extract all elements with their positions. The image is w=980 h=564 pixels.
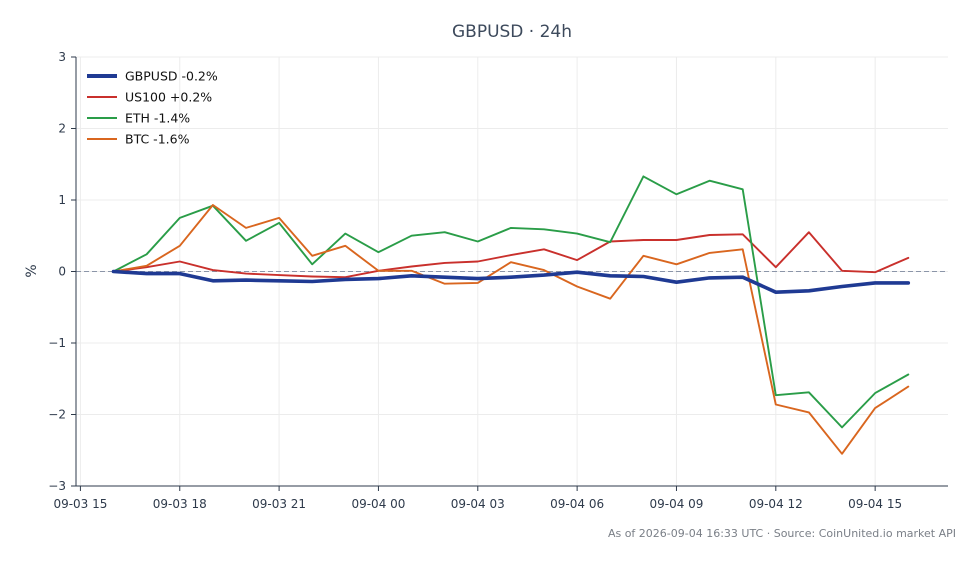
x-axis-ticks: 09-03 15 09-03 18 09-03 21 09-04 00 09-04 03… (53, 486, 902, 511)
y-axis-label: % (24, 264, 40, 277)
series-line-us100 (112, 231, 910, 279)
y-tick-label: −3 (48, 479, 66, 493)
chart-title: GBPUSD · 24h (452, 22, 572, 42)
series-line-gbpusd (111, 269, 911, 295)
y-tick-label: 1 (58, 193, 66, 207)
series-line-btc (112, 204, 910, 455)
y-tick-label: −2 (48, 408, 66, 422)
x-tick-label: 09-04 12 (749, 497, 803, 511)
x-tick-label: 09-04 15 (848, 497, 902, 511)
legend-label-gbpusd: GBPUSD -0.2% (125, 69, 218, 84)
legend-label-eth: ETH -1.4% (125, 111, 190, 126)
y-tick-label: −1 (48, 336, 66, 350)
x-tick-label: 09-03 21 (252, 497, 306, 511)
x-tick-label: 09-04 09 (649, 497, 703, 511)
footer-source: As of 2026-09-04 16:33 UTC · Source: Coi… (608, 527, 956, 540)
y-tick-label: 2 (58, 122, 66, 136)
series-layer (111, 175, 911, 455)
x-tick-label: 09-04 06 (550, 497, 604, 511)
x-tick-label: 09-03 18 (153, 497, 207, 511)
legend-label-us100: US100 +0.2% (125, 90, 212, 105)
y-tick-label: 3 (58, 50, 66, 64)
x-tick-label: 09-03 15 (53, 497, 107, 511)
x-tick-label: 09-04 03 (451, 497, 505, 511)
y-tick-label: 0 (58, 265, 66, 279)
legend: GBPUSD -0.2% US100 +0.2% ETH -1.4% BTC -1.6… (87, 69, 218, 147)
legend-label-btc: BTC -1.6% (125, 132, 190, 147)
x-tick-label: 09-04 00 (351, 497, 405, 511)
series-line-eth (112, 175, 910, 429)
y-axis-ticks: −3 −2 −1 0 1 2 3 (48, 50, 76, 493)
